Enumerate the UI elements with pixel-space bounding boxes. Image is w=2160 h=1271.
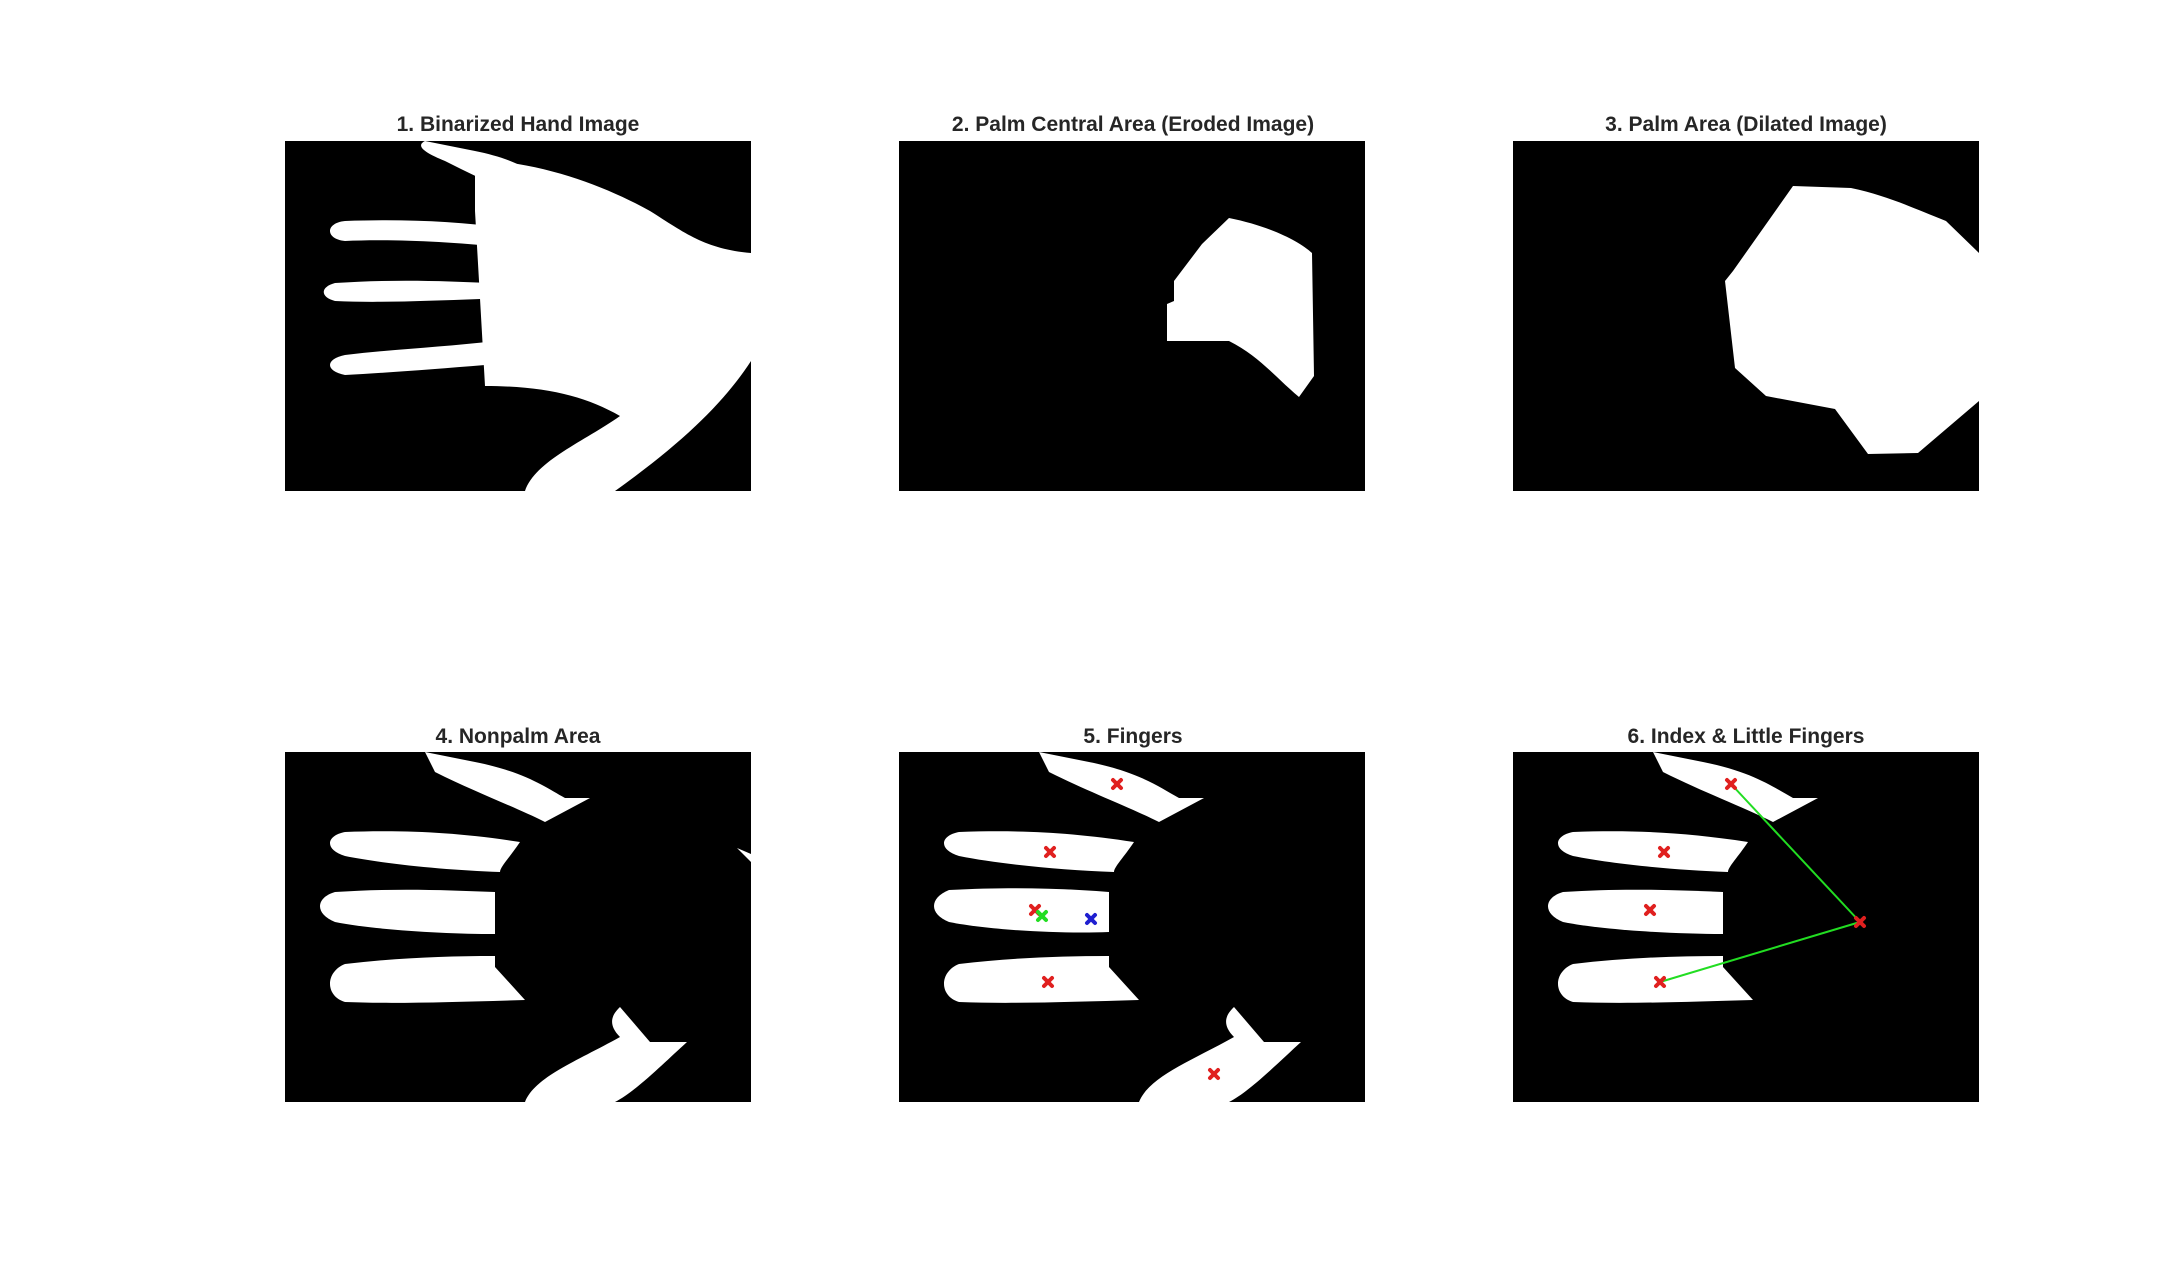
panel-6-title: 6. Index & Little Fingers bbox=[1627, 725, 1865, 748]
palm-center-marker bbox=[1085, 913, 1097, 925]
panel-5-fingers bbox=[899, 752, 1365, 1102]
panel-1-title: 1. Binarized Hand Image bbox=[396, 113, 640, 136]
panel-3-dilated-palm bbox=[1513, 141, 1979, 491]
centroid-marker-5 bbox=[1208, 1068, 1220, 1080]
centroid-marker-4 bbox=[1042, 976, 1054, 988]
dilated-palm-mask bbox=[1725, 186, 1979, 454]
centroid-marker-2 bbox=[1658, 846, 1670, 858]
centroid-marker-1 bbox=[1111, 778, 1123, 790]
panel-6-index-little-fingers bbox=[1513, 752, 1979, 1102]
little-finger-marker bbox=[1654, 976, 1666, 988]
panel-4-title: 4. Nonpalm Area bbox=[435, 725, 601, 748]
panel-4-nonpalm-area bbox=[285, 752, 751, 1102]
binarized-hand-mask bbox=[323, 141, 751, 491]
connection-lines bbox=[1659, 783, 1861, 983]
panel-3-title: 3. Palm Area (Dilated Image) bbox=[1605, 113, 1887, 136]
panel-2-title: 2. Palm Central Area (Eroded Image) bbox=[951, 113, 1315, 136]
eroded-palm-mask bbox=[1167, 218, 1314, 397]
panel-1-binarized-hand bbox=[285, 141, 751, 491]
panel-2-eroded-palm bbox=[899, 141, 1365, 491]
centroid-marker-3 bbox=[1644, 904, 1656, 916]
palm-center-marker bbox=[1854, 916, 1866, 928]
thumb-marker bbox=[1036, 910, 1048, 922]
centroid-marker-2 bbox=[1044, 846, 1056, 858]
panel-5-title: 5. Fingers bbox=[1083, 725, 1183, 748]
fingers-mask bbox=[934, 752, 1301, 1102]
index-little-fingers-mask bbox=[1548, 752, 1866, 1003]
index-finger-marker bbox=[1725, 778, 1737, 790]
nonpalm-mask bbox=[320, 752, 751, 1102]
